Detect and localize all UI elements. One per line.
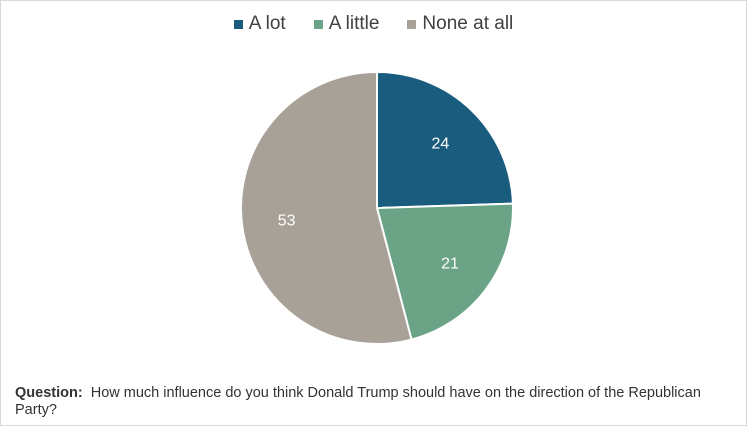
question-text: How much influence do you think Donald T… xyxy=(15,385,701,418)
legend-item-a-little: A little xyxy=(313,13,380,35)
pie-data-label-a-lot: 24 xyxy=(431,136,449,153)
pie-slice-a-little xyxy=(375,202,514,341)
legend-swatch-a-lot xyxy=(233,19,243,29)
pie-data-label-none-at-all: 53 xyxy=(278,213,296,230)
pie-slice-none-at-all xyxy=(240,70,413,345)
pie-data-label-a-little: 21 xyxy=(441,255,459,272)
question-note: Question: How much influence do you thin… xyxy=(15,385,735,419)
question-label: Question: xyxy=(15,385,83,401)
legend-swatch-a-little xyxy=(313,19,323,29)
legend-item-none-at-all: None at all xyxy=(407,13,513,35)
legend-swatch-none-at-all xyxy=(407,19,417,29)
legend-item-a-lot: A lot xyxy=(233,13,286,35)
legend-label-none-at-all: None at all xyxy=(422,13,514,34)
legend-label-a-lot: A lot xyxy=(248,13,286,34)
legend-label-a-little: A little xyxy=(328,13,380,34)
pie-slice-a-lot xyxy=(376,70,514,210)
pie-chart: 24 21 53 xyxy=(240,70,514,345)
legend: A lot A little None at all xyxy=(1,13,746,35)
